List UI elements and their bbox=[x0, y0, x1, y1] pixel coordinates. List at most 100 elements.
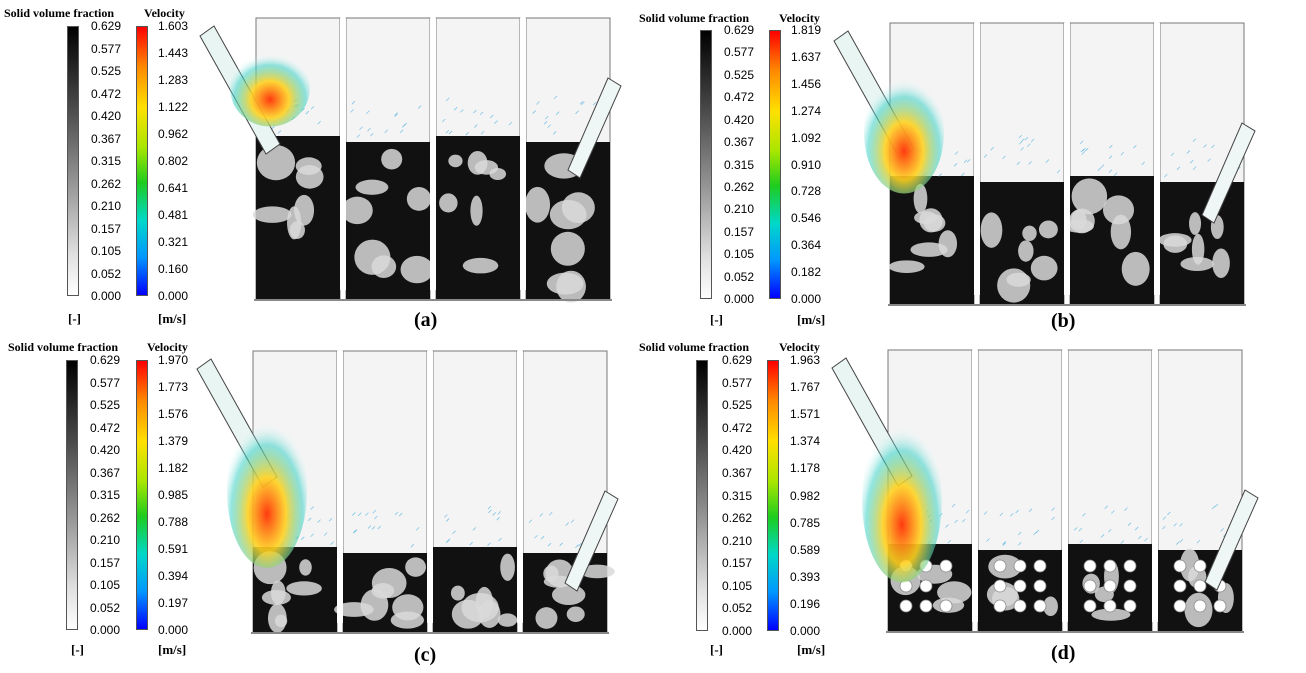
tick-label: 0.728 bbox=[791, 184, 822, 199]
tick-label: 0.962 bbox=[158, 127, 189, 141]
solid-unit: [-] bbox=[68, 311, 81, 326]
tick-label: 1.456 bbox=[791, 76, 822, 91]
tick-label: 0.000 bbox=[790, 624, 821, 638]
tick-label: 0.315 bbox=[90, 488, 121, 502]
bed-contour-plot bbox=[196, 350, 619, 634]
velocity-scale-title: Velocity bbox=[147, 340, 188, 354]
solid-unit: [-] bbox=[710, 312, 723, 327]
tick-label: 0.546 bbox=[791, 211, 822, 226]
tick-label: 0.182 bbox=[791, 265, 822, 280]
tick-label: 0.629 bbox=[724, 23, 755, 37]
solid-scale-title: Solid volume fraction bbox=[8, 340, 118, 354]
tick-label: 1.274 bbox=[791, 103, 822, 118]
tick-label: 0.210 bbox=[90, 533, 121, 547]
velocity-unit: [m/s] bbox=[797, 312, 826, 327]
tick-label: 0.000 bbox=[158, 623, 189, 637]
tick-label: 0.197 bbox=[158, 596, 189, 610]
velocity-unit: [m/s] bbox=[797, 642, 826, 657]
tick-label: 0.000 bbox=[90, 623, 121, 637]
tick-label: 0.577 bbox=[90, 375, 121, 390]
tick-label: 1.603 bbox=[158, 19, 189, 33]
tick-label: 0.105 bbox=[91, 244, 122, 258]
tick-label: 0.052 bbox=[91, 266, 122, 281]
tick-label: 0.367 bbox=[91, 131, 122, 146]
tick-label: 0.364 bbox=[791, 238, 822, 253]
velocity-scale-title: Velocity bbox=[779, 340, 820, 354]
tick-label: 0.525 bbox=[722, 398, 753, 413]
velocity-colorbar bbox=[769, 30, 781, 299]
tick-label: 1.092 bbox=[791, 130, 822, 145]
tick-label: 0.802 bbox=[158, 154, 189, 168]
tick-label: 0.481 bbox=[158, 208, 189, 222]
tick-label: 0.367 bbox=[90, 465, 121, 480]
tick-label: 0.788 bbox=[158, 515, 189, 529]
tick-label: 0.577 bbox=[724, 45, 755, 60]
panel-a: Solid volume fraction Velocity [-] [m/s]… bbox=[0, 0, 653, 336]
tick-label: 1.178 bbox=[790, 461, 821, 476]
tick-label: 1.970 bbox=[158, 353, 189, 367]
tick-label: 0.315 bbox=[722, 488, 753, 503]
solid-colorbar bbox=[67, 26, 79, 296]
tick-label: 1.283 bbox=[158, 73, 189, 87]
tick-label: 0.262 bbox=[722, 511, 753, 526]
tick-label: 0.000 bbox=[722, 624, 753, 638]
panel-c: Solid volume fraction Velocity [-] [m/s]… bbox=[0, 335, 653, 671]
tick-label: 0.210 bbox=[91, 199, 122, 213]
tick-label: 0.367 bbox=[724, 135, 755, 150]
tick-label: 0.157 bbox=[724, 224, 755, 239]
tick-label: 0.420 bbox=[722, 443, 753, 458]
tick-label: 0.105 bbox=[90, 578, 121, 592]
tick-label: 0.196 bbox=[790, 596, 821, 611]
velocity-scale-title: Velocity bbox=[144, 6, 185, 20]
tick-label: 1.571 bbox=[790, 407, 821, 422]
tick-label: 0.629 bbox=[90, 353, 121, 367]
tick-label: 1.963 bbox=[790, 353, 821, 367]
velocity-colorbar bbox=[136, 360, 148, 630]
tick-label: 0.000 bbox=[91, 289, 122, 303]
tick-label: 1.637 bbox=[791, 49, 822, 64]
tick-label: 0.525 bbox=[724, 67, 755, 82]
tick-label: 1.374 bbox=[790, 434, 821, 449]
tick-label: 0.472 bbox=[91, 86, 122, 101]
tick-label: 0.591 bbox=[158, 542, 189, 556]
tick-label: 1.576 bbox=[158, 407, 189, 421]
solid-colorbar bbox=[696, 360, 708, 631]
solid-unit: [-] bbox=[71, 642, 84, 657]
tick-label: 0.472 bbox=[724, 90, 755, 105]
tick-label: 0.321 bbox=[158, 235, 189, 249]
tick-label: 0.577 bbox=[91, 41, 122, 56]
tick-label: 0.367 bbox=[722, 465, 753, 480]
tick-label: 0.577 bbox=[722, 375, 753, 390]
tick-label: 0.052 bbox=[90, 600, 121, 615]
tick-label: 1.379 bbox=[158, 434, 189, 448]
tick-label: 0.420 bbox=[91, 109, 122, 123]
tick-label: 0.000 bbox=[158, 289, 189, 303]
tick-label: 0.525 bbox=[91, 64, 122, 78]
tick-label: 0.105 bbox=[722, 578, 753, 593]
velocity-scale-title: Velocity bbox=[779, 11, 820, 25]
tick-label: 0.315 bbox=[724, 157, 755, 172]
tick-label: 0.262 bbox=[724, 179, 755, 194]
solid-scale-title: Solid volume fraction bbox=[4, 6, 114, 20]
tick-label: 0.052 bbox=[724, 269, 755, 284]
velocity-colorbar bbox=[767, 360, 779, 631]
solid-scale-title: Solid volume fraction bbox=[639, 340, 749, 354]
tick-label: 0.393 bbox=[790, 569, 821, 584]
solid-scale-title: Solid volume fraction bbox=[639, 11, 749, 25]
tick-label: 1.773 bbox=[158, 380, 189, 394]
tick-label: 0.910 bbox=[791, 157, 822, 172]
tick-label: 0.157 bbox=[91, 221, 122, 236]
tick-label: 0.210 bbox=[722, 533, 753, 548]
tick-label: 0.525 bbox=[90, 398, 121, 412]
tick-label: 0.472 bbox=[90, 420, 121, 435]
panel-label: (a) bbox=[414, 309, 438, 331]
panel-b: Solid volume fraction Velocity [-] [m/s]… bbox=[636, 3, 1289, 339]
tick-label: 0.629 bbox=[91, 19, 122, 33]
solid-unit: [-] bbox=[710, 642, 723, 657]
tick-label: 1.443 bbox=[158, 46, 189, 60]
tick-label: 0.785 bbox=[790, 515, 821, 530]
velocity-colorbar bbox=[136, 26, 148, 296]
tick-label: 1.122 bbox=[158, 100, 189, 114]
tick-label: 0.629 bbox=[722, 353, 753, 367]
tick-label: 0.420 bbox=[724, 112, 755, 127]
